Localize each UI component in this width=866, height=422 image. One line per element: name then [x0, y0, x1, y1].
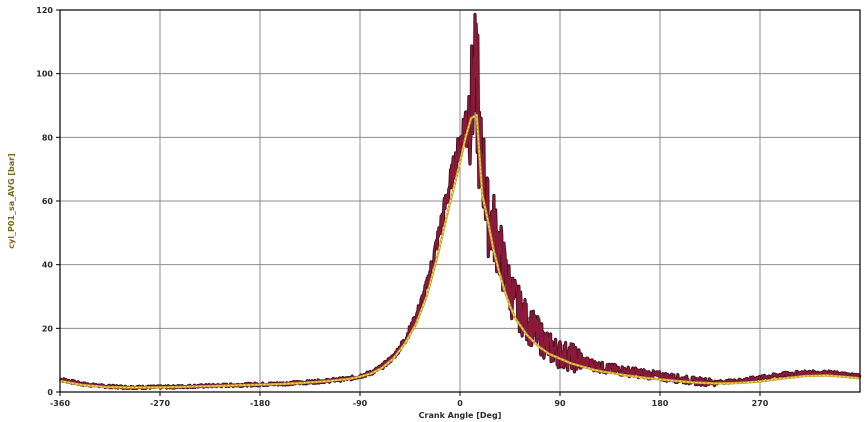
x-axis-label: Crank Angle [Deg] [419, 411, 502, 420]
x-tick-label: -360 [50, 399, 70, 408]
x-tick-label: 90 [554, 399, 566, 408]
x-tick-label: -90 [353, 399, 368, 408]
x-tick-label: 180 [652, 399, 669, 408]
y-tick-label: 0 [47, 388, 53, 397]
y-axis-label: cyl_P01_sa_AVG [bar] [7, 153, 16, 248]
y-tick-label: 20 [42, 324, 54, 333]
x-tick-label: 270 [752, 399, 769, 408]
grid [60, 10, 860, 392]
y-tick-label: 80 [42, 133, 54, 142]
y-tick-label: 60 [42, 197, 54, 206]
series [59, 13, 862, 391]
x-axis-ticks: -360 -270 -180 -90 0 90 180 270 [50, 392, 769, 408]
y-axis-ticks: 0 20 40 60 80 100 120 [36, 6, 60, 397]
y-tick-label: 120 [36, 6, 53, 15]
y-tick-label: 100 [36, 70, 53, 79]
x-tick-label: -270 [150, 399, 170, 408]
y-tick-label: 40 [42, 261, 54, 270]
x-tick-label: -180 [250, 399, 270, 408]
average-trace-highlight [59, 114, 861, 388]
x-tick-label: 0 [457, 399, 463, 408]
